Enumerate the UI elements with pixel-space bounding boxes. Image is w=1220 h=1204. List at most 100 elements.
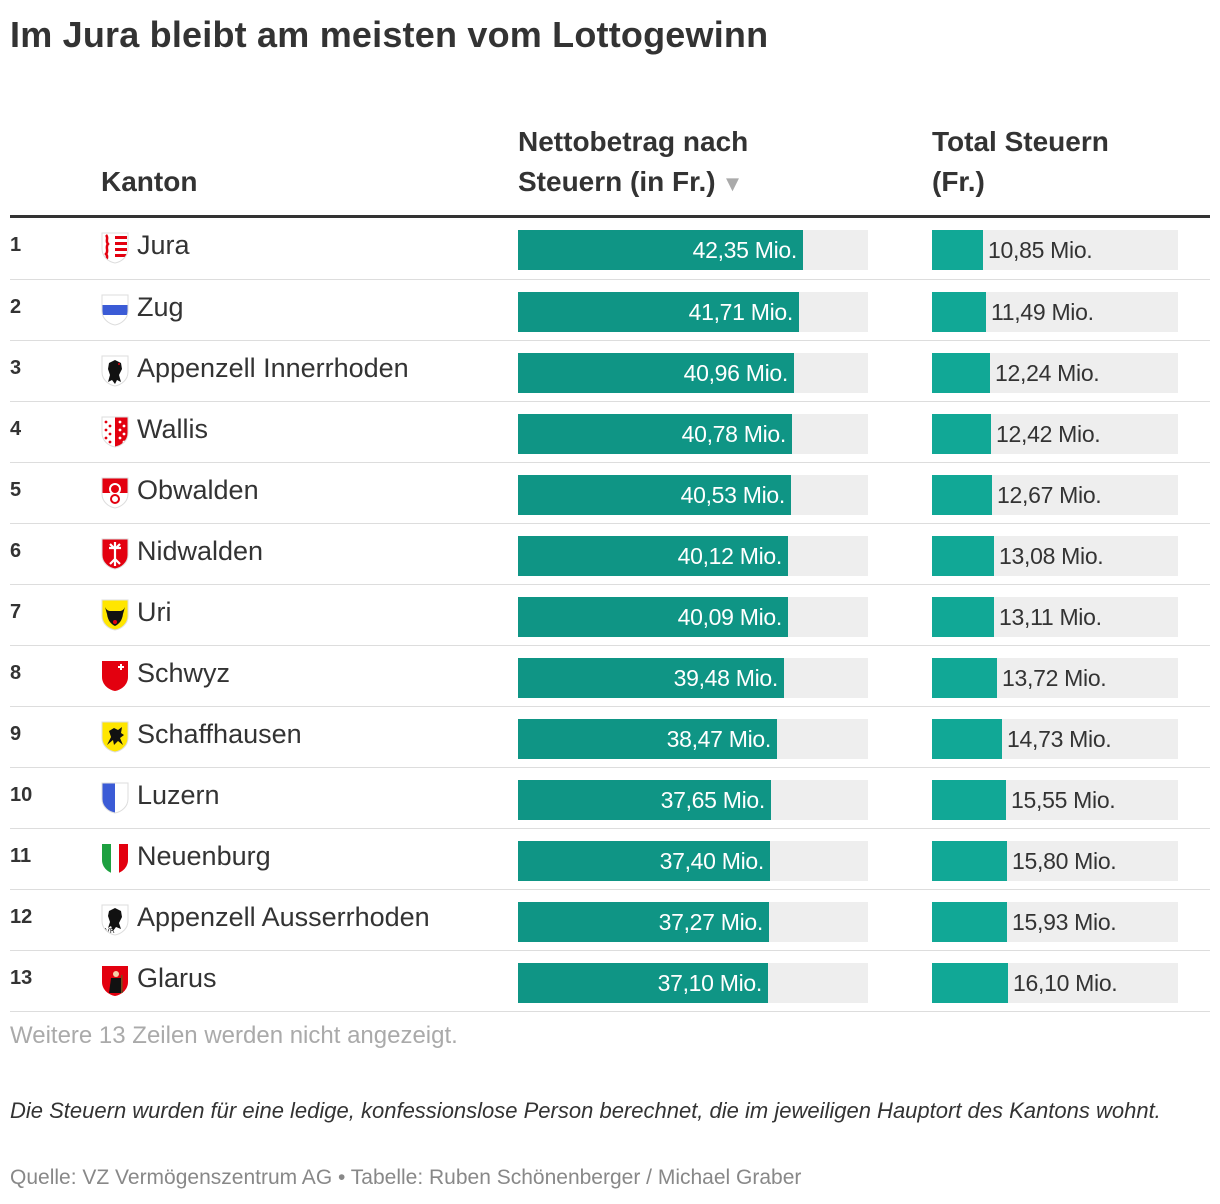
net-value-label: 39,48 Mio.	[673, 665, 779, 691]
net-value-label: 40,53 Mio.	[680, 482, 786, 508]
table-row[interactable]: 4 Wallis 40,78 Mio. 12,42 Mio.	[10, 402, 1210, 463]
net-value-label: 37,40 Mio.	[659, 848, 765, 874]
net-bar	[518, 841, 770, 881]
tax-bar-track: 12,24 Mio.	[932, 353, 1178, 393]
kanton-name: Nidwalden	[137, 536, 264, 566]
tax-bar	[932, 353, 990, 393]
rank-number: 8	[10, 662, 22, 684]
tax-bar	[932, 597, 994, 637]
net-bar	[518, 780, 771, 820]
table-row[interactable]: 2 Zug 41,71 Mio. 11,49 Mio.	[10, 280, 1210, 341]
table-row[interactable]: 13 Glarus 37,10 Mio. 16,10 Mio.	[10, 951, 1210, 1012]
net-bar-track: 40,53 Mio.	[518, 475, 868, 515]
column-header-netto[interactable]: Nettobetrag nach Steuern (in Fr.) ▼	[518, 122, 748, 204]
net-bar-track: 40,96 Mio.	[518, 353, 868, 393]
tax-bar	[932, 230, 983, 270]
net-bar	[518, 719, 777, 759]
table-row[interactable]: 1 Jura 42,35 Mio. 10,85 Mio.	[10, 218, 1210, 280]
zug-flag-icon	[101, 294, 129, 326]
tax-bar	[932, 841, 1007, 881]
column-header-netto-line2: Steuern (in Fr.)	[518, 166, 716, 197]
net-value-label: 37,65 Mio.	[660, 787, 766, 813]
table-row[interactable]: 7 Uri 40,09 Mio. 13,11 Mio.	[10, 585, 1210, 646]
appenzell-innerrhoden-flag-icon	[101, 355, 129, 387]
column-header-kanton[interactable]: Kanton	[101, 162, 197, 202]
net-value-label: 40,12 Mio.	[677, 543, 783, 569]
table-row[interactable]: 8 Schwyz 39,48 Mio. 13,72 Mio.	[10, 646, 1210, 707]
neuenburg-flag-icon	[101, 843, 129, 875]
tax-value-label: 10,85 Mio.	[988, 237, 1093, 263]
table-row[interactable]: 11 Neuenburg 37,40 Mio. 15,80 Mio.	[10, 829, 1210, 890]
table-row[interactable]: 10 Luzern 37,65 Mio. 15,55 Mio.	[10, 768, 1210, 829]
schwyz-flag-icon	[101, 660, 129, 692]
tax-value-label: 12,24 Mio.	[995, 360, 1100, 386]
net-bar	[518, 963, 768, 1003]
net-bar	[518, 475, 791, 515]
column-header-netto-line1: Nettobetrag nach	[518, 126, 749, 157]
net-bar-track: 41,71 Mio.	[518, 292, 868, 332]
table-row[interactable]: 6 Nidwalden 40,12 Mio. 13,08 Mio.	[10, 524, 1210, 585]
tax-bar-track: 13,11 Mio.	[932, 597, 1178, 637]
kanton-name: Zug	[137, 292, 184, 322]
tax-bar-track: 13,08 Mio.	[932, 536, 1178, 576]
tax-bar-track: 12,67 Mio.	[932, 475, 1178, 515]
tax-bar	[932, 719, 1002, 759]
table-row[interactable]: 12 VR Appenzell Ausserrhoden 37,27 Mio. 15,9…	[10, 890, 1210, 951]
net-bar-track: 39,48 Mio.	[518, 658, 868, 698]
kanton-name: Schaffhausen	[137, 719, 302, 749]
tax-bar	[932, 292, 986, 332]
rank-number: 10	[10, 784, 33, 806]
appenzell-ausserrhoden-flag-icon: VR	[101, 904, 129, 936]
net-bar-track: 40,09 Mio.	[518, 597, 868, 637]
rank-number: 12	[10, 906, 33, 928]
tax-value-label: 15,55 Mio.	[1011, 787, 1116, 813]
tax-bar-track: 13,72 Mio.	[932, 658, 1178, 698]
tax-bar	[932, 963, 1008, 1003]
obwalden-flag-icon	[101, 477, 129, 509]
tax-value-label: 14,73 Mio.	[1007, 726, 1112, 752]
column-header-total[interactable]: Total Steuern (Fr.)	[932, 122, 1109, 202]
rank-number: 5	[10, 479, 22, 501]
net-value-label: 41,71 Mio.	[688, 299, 794, 325]
tax-bar-track: 15,55 Mio.	[932, 780, 1178, 820]
column-header-total-line1: Total Steuern	[932, 126, 1109, 157]
table-row[interactable]: 9 Schaffhausen 38,47 Mio. 14,73 Mio.	[10, 707, 1210, 768]
net-bar	[518, 902, 769, 942]
table-row[interactable]: 5 Obwalden 40,53 Mio. 12,67 Mio.	[10, 463, 1210, 524]
table-row[interactable]: 3 Appenzell Innerrhoden 40,96 Mio. 12,24 Mi…	[10, 341, 1210, 402]
net-bar	[518, 597, 788, 637]
net-bar	[518, 536, 788, 576]
rank-number: 13	[10, 967, 33, 989]
tax-value-label: 13,11 Mio.	[999, 604, 1102, 630]
tax-bar	[932, 902, 1007, 942]
schaffhausen-flag-icon	[101, 721, 129, 753]
net-bar-track: 37,40 Mio.	[518, 841, 868, 881]
tax-bar	[932, 780, 1006, 820]
net-value-label: 40,78 Mio.	[681, 421, 787, 447]
tax-value-label: 15,80 Mio.	[1012, 848, 1117, 874]
net-value-label: 40,09 Mio.	[677, 604, 783, 630]
tax-value-label: 12,67 Mio.	[997, 482, 1102, 508]
more-rows-note[interactable]: Weitere 13 Zeilen werden nicht angezeigt…	[10, 1022, 458, 1049]
sort-descending-icon[interactable]: ▼	[721, 171, 744, 196]
net-bar-track: 38,47 Mio.	[518, 719, 868, 759]
net-value-label: 40,96 Mio.	[683, 360, 789, 386]
net-bar-track: 37,65 Mio.	[518, 780, 868, 820]
net-bar	[518, 414, 792, 454]
net-value-label: 37,10 Mio.	[657, 970, 763, 996]
rank-number: 9	[10, 723, 22, 745]
footnote: Die Steuern wurden für eine ledige, konf…	[10, 1098, 1161, 1123]
net-bar-track: 40,78 Mio.	[518, 414, 868, 454]
kanton-name: Schwyz	[137, 658, 231, 688]
tax-value-label: 13,72 Mio.	[1002, 665, 1107, 691]
net-value-label: 42,35 Mio.	[692, 237, 798, 263]
net-bar	[518, 353, 794, 393]
tax-bar-track: 15,93 Mio.	[932, 902, 1178, 942]
tax-value-label: 12,42 Mio.	[996, 421, 1101, 447]
net-bar-track: 37,27 Mio.	[518, 902, 868, 942]
kanton-name: Appenzell Ausserrhoden	[137, 902, 430, 932]
rank-number: 7	[10, 601, 22, 623]
kanton-name: Uri	[137, 597, 172, 627]
tax-bar-track: 11,49 Mio.	[932, 292, 1178, 332]
net-bar	[518, 230, 803, 270]
